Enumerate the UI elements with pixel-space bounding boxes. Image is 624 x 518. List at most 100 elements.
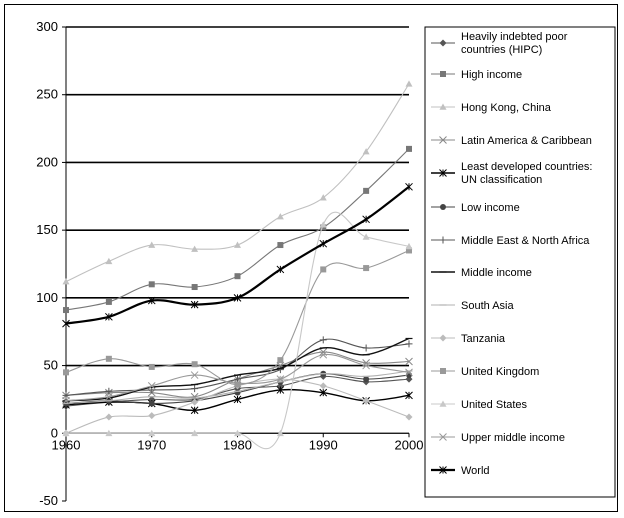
series-12-point-0: [62, 396, 70, 405]
series-6-point-1: [105, 387, 113, 395]
legend-swatch-marker-11: [439, 400, 447, 407]
series-13-point-4: [233, 294, 242, 302]
series-1-point-3: [191, 284, 198, 291]
legend-label-8: South Asia: [461, 300, 514, 312]
legend-label-6: Middle East & North Africa: [461, 235, 590, 247]
series-4-point-8: [405, 391, 413, 400]
series-13-point-2: [147, 296, 156, 305]
series-9-point-6: [319, 382, 327, 390]
series-6-point-8: [405, 340, 413, 348]
series-11-point-1: [105, 429, 113, 437]
series-10-point-0: [63, 369, 69, 376]
series-12-point-1: [105, 392, 113, 401]
legend-swatch-marker-4: [439, 169, 447, 177]
legend-swatch-marker-2: [439, 103, 447, 110]
series-1-point-5: [277, 242, 284, 249]
series-12-point-3: [190, 371, 199, 379]
series-1-point-8: [406, 145, 412, 152]
series-9-point-8: [405, 413, 413, 421]
series-2-point-8: [405, 80, 413, 87]
legend-label-4: Least developed countries: UN classificat…: [461, 161, 592, 186]
y-tick-label-0: 0: [51, 425, 58, 440]
series-3-point-8: [405, 357, 413, 366]
series-2-point-4: [234, 241, 241, 248]
x-tick-label-1990: 1990: [309, 437, 338, 452]
legend-swatch-marker-10: [440, 368, 446, 374]
series-5-point-2: [148, 400, 155, 407]
series-1-point-0: [63, 307, 69, 314]
series-10-point-7: [363, 265, 370, 272]
series-9-point-3: [191, 398, 199, 406]
series-13-point-0: [62, 319, 70, 328]
legend-label-5: Low income: [461, 202, 520, 214]
series-10-point-2: [148, 363, 155, 370]
y-tick-label-50: 50: [44, 358, 58, 373]
x-tick-label-2000: 2000: [395, 437, 424, 452]
series-12-point-7: [362, 361, 370, 370]
series-4-point-4: [233, 395, 242, 404]
legend-label-7: Middle income: [461, 267, 532, 279]
legend-swatch-marker-6: [439, 236, 447, 244]
series-12-point-2: [147, 382, 156, 390]
y-tick-label-250: 250: [36, 87, 58, 102]
legend-label-11: United States: [461, 399, 528, 411]
series-12-point-4: [233, 379, 242, 388]
series-11-point-5: [276, 429, 284, 437]
series-11-point-3: [191, 429, 199, 437]
series-6-point-3: [191, 385, 199, 393]
x-tick-label-1960: 1960: [52, 437, 81, 452]
y-tick-label-150: 150: [36, 222, 58, 237]
legend-swatch-marker-12: [439, 433, 447, 441]
series-13-point-7: [362, 215, 370, 224]
legend-swatch-marker-13: [439, 466, 447, 474]
legend-label-1: High income: [461, 69, 522, 81]
series-13-point-1: [105, 312, 113, 321]
legend-swatch-marker-3: [439, 136, 447, 144]
legend-label-3: Latin America & Caribbean: [461, 135, 592, 147]
legend-swatch-marker-0: [439, 39, 447, 47]
series-11-point-0: [62, 429, 70, 437]
series-12-point-8: [405, 368, 413, 377]
legend-label-13: World: [461, 465, 490, 477]
series-12-point-6: [319, 350, 328, 359]
series-13-point-8: [405, 182, 413, 191]
y-tick-label--50: -50: [39, 493, 58, 508]
series-1-point-7: [363, 187, 370, 194]
x-tick-label-1980: 1980: [223, 437, 252, 452]
series-1-point-4: [234, 273, 241, 280]
series-9-point-7: [362, 397, 370, 405]
series-13-point-3: [190, 300, 199, 309]
y-tick-label-300: 300: [36, 19, 58, 34]
series-10-point-6: [320, 266, 327, 273]
series-10-point-8: [406, 247, 412, 254]
series-4-point-5: [276, 386, 285, 394]
series-4-point-6: [319, 388, 328, 397]
series-2-point-1: [105, 257, 113, 265]
series-6-point-7: [362, 344, 370, 352]
series-13-point-6: [319, 239, 328, 248]
series-2-point-0: [62, 278, 70, 285]
series-6-point-6: [319, 336, 327, 344]
legend-label-2: Hong Kong, China: [461, 102, 552, 114]
series-10-point-4: [234, 381, 241, 388]
series-line-2: [65, 83, 410, 283]
series-11-point-7: [362, 233, 370, 240]
series-2-point-5: [276, 213, 284, 220]
series-11-point-6: [319, 221, 327, 228]
series-1-point-2: [148, 281, 155, 288]
series-10-point-1: [105, 355, 112, 362]
legend-label-12: Upper middle income: [461, 432, 565, 444]
series-2-point-7: [362, 148, 370, 155]
series-line-10: [65, 249, 410, 386]
legend-label-9: Tanzania: [461, 333, 506, 345]
series-9-point-1: [105, 413, 113, 421]
series-6-point-4: [234, 375, 241, 383]
series-13-point-5: [276, 265, 285, 274]
legend-swatch-marker-9: [439, 334, 447, 342]
series-4-point-3: [190, 406, 199, 415]
series-1-point-1: [105, 298, 112, 305]
legend-box: [424, 26, 616, 498]
y-tick-label-200: 200: [36, 154, 58, 169]
series-9-point-2: [148, 412, 156, 420]
